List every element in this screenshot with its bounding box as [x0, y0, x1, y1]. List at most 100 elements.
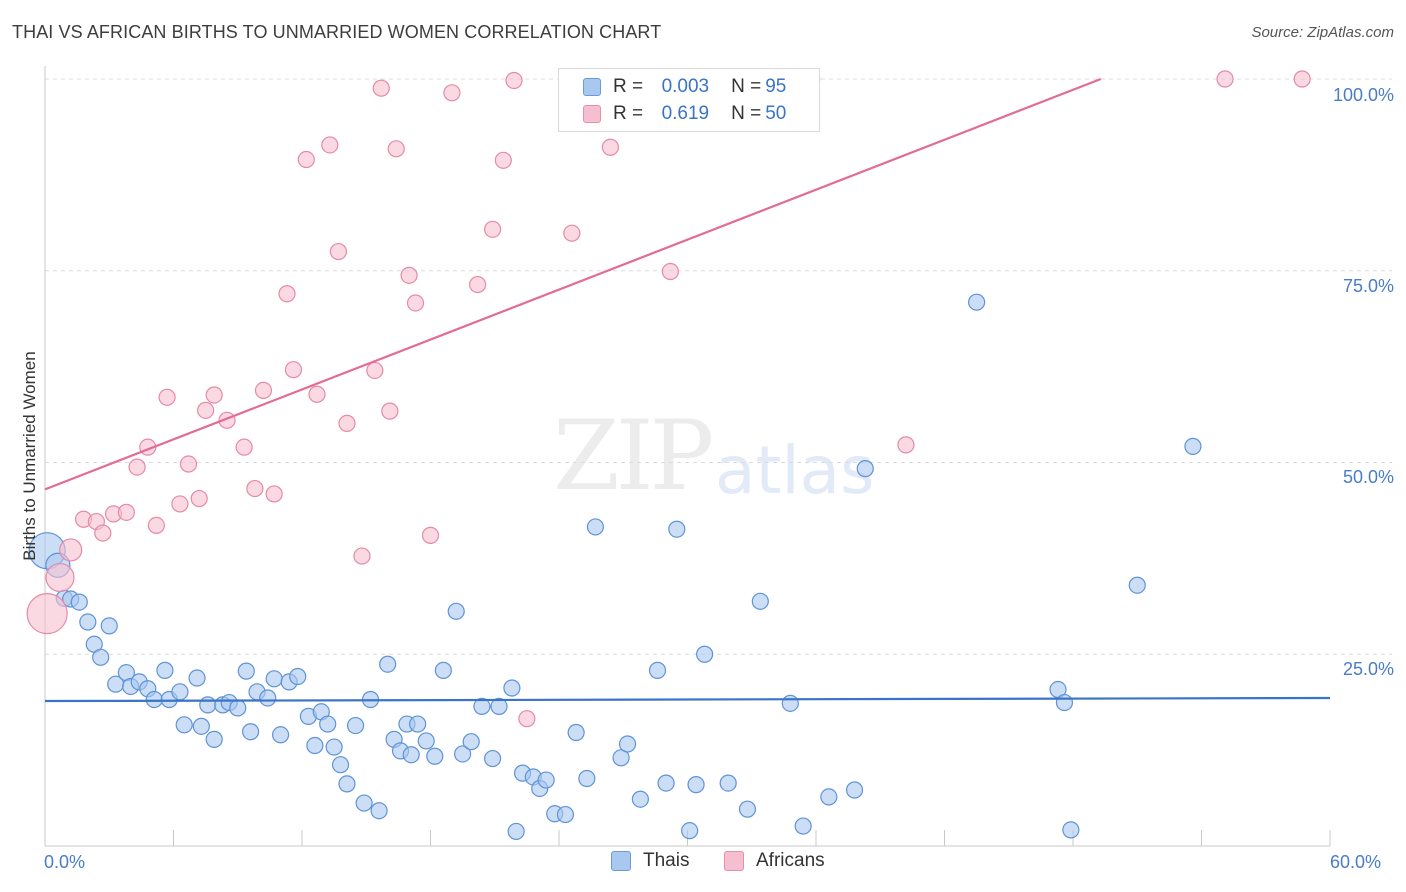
data-point-thais	[306, 736, 324, 755]
y-tick-label: 100.0%	[1332, 85, 1394, 105]
data-point-thais	[199, 696, 217, 714]
data-point-africans	[26, 592, 68, 635]
data-point-africans	[171, 495, 189, 513]
data-point-thais	[355, 794, 373, 812]
data-point-africans	[278, 285, 296, 303]
data-point-thais	[237, 662, 255, 680]
data-point-thais	[473, 697, 491, 716]
trend-line-africans	[44, 77, 1102, 491]
data-point-thais	[657, 774, 675, 792]
data-point-thais	[338, 775, 356, 793]
data-point-africans	[601, 138, 620, 156]
data-point-thais	[751, 592, 769, 610]
data-point-thais	[192, 717, 210, 735]
data-point-africans	[353, 547, 371, 565]
legend-swatch-thais	[583, 78, 601, 96]
data-point-africans	[421, 526, 440, 544]
y-tick-label: 25.0%	[1342, 659, 1394, 679]
y-tick-label: 75.0%	[1342, 276, 1394, 296]
legend-swatch-africans	[583, 105, 601, 123]
data-point-thais	[612, 749, 630, 767]
data-point-thais	[188, 669, 206, 687]
data-point-thais	[845, 781, 864, 799]
data-point-africans	[366, 361, 384, 380]
y-tick-label: 50.0%	[1342, 467, 1394, 487]
data-point-thais	[484, 749, 502, 768]
data-point-africans	[406, 294, 425, 312]
data-point-africans	[205, 386, 223, 404]
data-point-thais	[265, 670, 283, 688]
data-point-africans	[265, 485, 283, 503]
data-point-africans	[59, 538, 83, 562]
data-point-thais	[379, 655, 397, 673]
data-point-thais	[668, 520, 686, 538]
data-point-thais	[1128, 576, 1146, 594]
data-point-africans	[246, 479, 264, 498]
data-point-thais	[331, 756, 350, 774]
data-point-thais	[618, 735, 637, 753]
legend-item-africans[interactable]: Africans	[724, 850, 825, 872]
data-point-thais	[289, 667, 307, 686]
data-point-thais	[586, 518, 605, 536]
data-point-africans	[387, 140, 405, 158]
legend-row-thais: R = 0.003 N = 95	[583, 74, 786, 100]
y-axis-label: Births to Unmarried Women	[20, 351, 39, 561]
data-point-thais	[417, 732, 435, 750]
data-point-africans	[147, 516, 165, 534]
legend-r-value: 0.619	[661, 103, 710, 124]
legend-n-value: 95	[765, 76, 787, 97]
data-point-thais	[794, 817, 812, 835]
data-point-thais	[259, 689, 277, 707]
legend-n-label: N =	[731, 76, 762, 97]
data-point-africans	[338, 414, 356, 432]
data-point-thais	[242, 723, 260, 741]
stats-legend: R = 0.003 N = 95 R = 0.619 N = 50	[558, 68, 820, 132]
data-point-thais	[145, 690, 163, 709]
legend-label-africans: Africans	[756, 850, 825, 871]
data-point-africans	[494, 151, 512, 169]
data-point-africans	[321, 136, 339, 154]
data-point-thais	[409, 715, 427, 733]
data-point-thais	[229, 699, 247, 717]
data-point-thais	[567, 723, 585, 742]
data-point-africans	[117, 503, 135, 521]
chart-title: THAI VS AFRICAN BIRTHS TO UNMARRIED WOME…	[12, 22, 662, 42]
data-point-thais	[503, 679, 521, 697]
data-point-africans	[484, 220, 502, 238]
data-point-thais	[92, 648, 110, 666]
data-point-africans	[235, 438, 253, 456]
data-point-thais	[1055, 693, 1074, 712]
source-credit: Source: ZipAtlas.com	[1251, 24, 1394, 41]
legend-row-africans: R = 0.619 N = 50	[583, 101, 786, 127]
data-point-thais	[462, 733, 480, 751]
data-point-thais	[79, 613, 97, 631]
data-point-africans	[197, 401, 215, 419]
data-point-thais	[1184, 437, 1202, 455]
data-point-africans	[179, 455, 198, 473]
data-point-thais	[402, 746, 420, 764]
data-point-africans	[128, 458, 146, 476]
data-point-thais	[696, 645, 714, 663]
legend-item-thais[interactable]: Thais	[611, 850, 689, 872]
data-point-africans	[661, 262, 679, 281]
data-point-thais	[370, 802, 388, 820]
data-point-thais	[171, 683, 189, 701]
data-point-thais	[271, 726, 290, 744]
legend-swatch-africans	[724, 851, 744, 871]
data-point-thais	[578, 769, 596, 788]
data-point-africans	[443, 84, 461, 102]
data-point-africans	[469, 275, 487, 294]
series-legend: Thais Africans	[0, 850, 1406, 878]
data-point-africans	[94, 524, 112, 542]
watermark-zip: ZIP	[553, 400, 714, 512]
data-point-africans	[190, 489, 208, 508]
data-point-thais	[968, 293, 986, 311]
data-point-thais	[100, 617, 118, 635]
data-point-thais	[507, 822, 525, 841]
data-point-africans	[308, 385, 326, 403]
legend-swatch-thais	[611, 851, 631, 871]
data-point-thais	[719, 774, 737, 792]
data-point-thais	[631, 790, 649, 808]
trend-line-thais	[44, 696, 1331, 703]
data-point-africans	[400, 266, 418, 284]
